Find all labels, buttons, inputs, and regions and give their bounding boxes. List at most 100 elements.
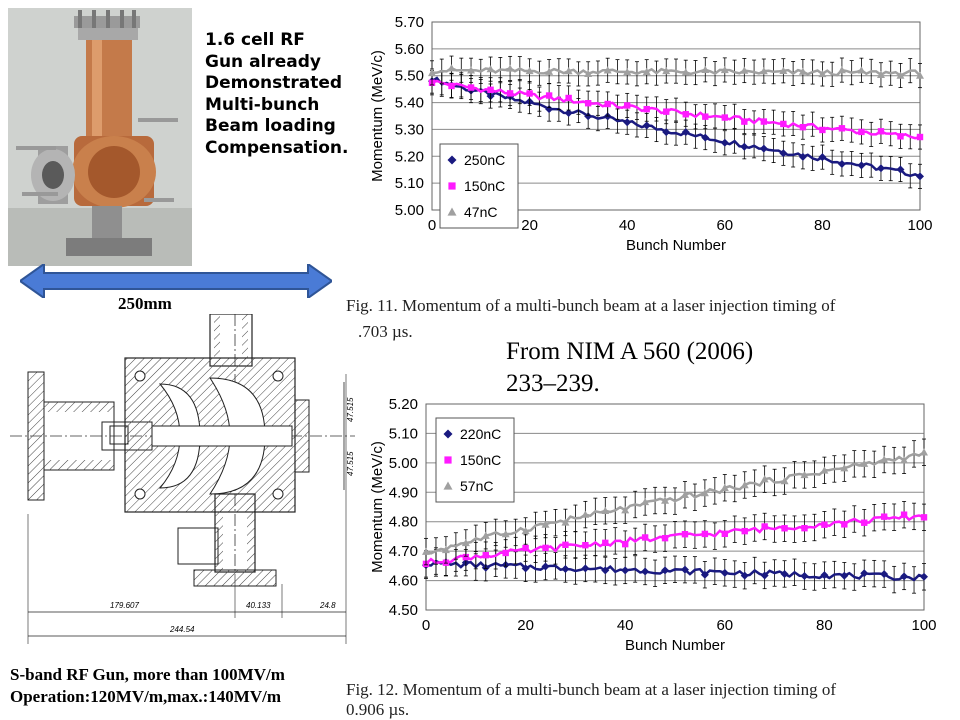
legend-label: 150nC: [464, 178, 505, 194]
legend-label: 220nC: [460, 426, 501, 442]
data-point: [837, 66, 846, 74]
data-point: [448, 82, 455, 90]
data-point: [861, 519, 868, 526]
data-point: [837, 159, 846, 168]
data-point: [561, 564, 570, 573]
data-point: [624, 102, 631, 109]
data-point: [759, 67, 768, 75]
legend-marker: [443, 429, 453, 439]
data-point: [564, 108, 573, 117]
y-tick-label: 5.10: [395, 175, 424, 192]
data-point: [643, 105, 650, 113]
data-point: [661, 566, 670, 575]
data-point: [876, 70, 885, 78]
data-point: [896, 71, 905, 79]
data-point: [701, 65, 710, 74]
dim-40: 40.133: [246, 601, 271, 610]
data-point: [581, 564, 590, 573]
data-point: [760, 571, 769, 580]
plot-frame: [431, 21, 921, 211]
legend-label: 250nC: [464, 152, 505, 168]
data-point: [761, 523, 768, 530]
data-point: [506, 64, 515, 72]
data-point: [740, 142, 749, 151]
data-point: [623, 118, 632, 127]
data-point: [701, 530, 709, 538]
data-point: [562, 541, 569, 549]
data-point: [920, 448, 928, 456]
data-point: [760, 118, 768, 125]
data-point: [641, 497, 650, 506]
x-tick-label: 80: [816, 617, 833, 634]
data-point: [642, 67, 651, 75]
data-point: [900, 572, 909, 581]
y-axis-label: Momentum (MeV/c): [369, 50, 386, 182]
data-point: [541, 562, 550, 571]
data-point: [721, 114, 728, 121]
series-line-150nC: [425, 513, 925, 565]
legend-marker: [448, 182, 456, 190]
data-point: [584, 100, 592, 107]
y-tick-label: 4.70: [389, 543, 418, 560]
dim-47-upper: 47.515: [346, 397, 355, 422]
data-point: [662, 66, 671, 75]
data-point: [661, 534, 669, 542]
data-point: [857, 161, 866, 170]
data-point: [720, 483, 729, 491]
dim-244: 244.54: [169, 625, 195, 634]
data-point: [720, 65, 729, 74]
data-point: [663, 108, 670, 115]
data-point: [522, 544, 529, 552]
data-point: [462, 553, 470, 561]
y-tick-label: 5.70: [395, 14, 424, 31]
data-point: [526, 90, 533, 97]
data-point: [700, 489, 709, 497]
legend-marker: [447, 155, 457, 165]
x-axis-label: Bunch Number: [626, 237, 726, 254]
x-tick-label: 100: [907, 217, 932, 234]
legend-label: 47nC: [464, 204, 497, 220]
data-point: [858, 128, 865, 136]
data-point: [920, 514, 928, 521]
data-point: [682, 111, 689, 118]
data-point: [467, 66, 476, 74]
gun-spec-text: S-band RF Gun, more than 100MV/m Operati…: [10, 665, 285, 706]
fig12-caption: Fig. 12. Momentum of a multi-bunch beam …: [346, 680, 837, 699]
y-tick-label: 5.00: [395, 202, 424, 219]
x-tick-label: 0: [422, 617, 430, 634]
data-point: [798, 67, 807, 75]
x-axis-label: Bunch Number: [625, 637, 725, 654]
y-tick-label: 5.50: [395, 68, 424, 85]
data-point: [720, 138, 729, 147]
data-point: [422, 547, 430, 555]
data-point: [487, 86, 494, 93]
data-point: [486, 65, 495, 73]
data-point: [584, 112, 593, 121]
data-point: [838, 125, 846, 132]
x-tick-label: 0: [428, 217, 436, 234]
data-point: [876, 164, 885, 173]
data-point: [779, 66, 788, 74]
data-point: [740, 66, 749, 74]
data-point: [621, 566, 630, 575]
legend-label: 57nC: [460, 478, 493, 494]
x-tick-label: 100: [911, 617, 936, 634]
data-point: [428, 68, 436, 77]
y-tick-label: 5.60: [395, 41, 424, 58]
dim-24: 24.8: [319, 601, 336, 610]
data-point: [800, 470, 809, 479]
x-tick-label: 40: [619, 217, 636, 234]
data-point: [741, 118, 748, 125]
data-point: [461, 538, 470, 547]
data-point: [759, 144, 768, 153]
data-point: [900, 511, 908, 518]
data-point: [584, 69, 593, 78]
y-tick-label: 5.10: [389, 425, 418, 442]
legend-marker: [447, 207, 457, 216]
data-point: [662, 128, 671, 137]
legend-marker: [444, 456, 452, 464]
data-point: [860, 569, 869, 578]
data-point: [840, 571, 849, 580]
data-point: [641, 534, 649, 541]
data-point: [916, 172, 924, 181]
